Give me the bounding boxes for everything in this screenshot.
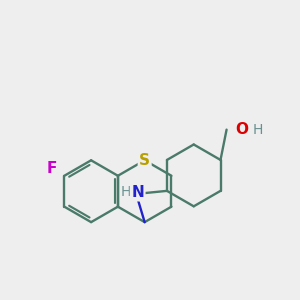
Text: O: O [235,122,248,137]
Text: H: H [252,123,263,136]
Text: N: N [131,185,144,200]
Text: H: H [121,185,131,200]
Text: F: F [46,161,57,176]
Text: S: S [139,153,150,168]
